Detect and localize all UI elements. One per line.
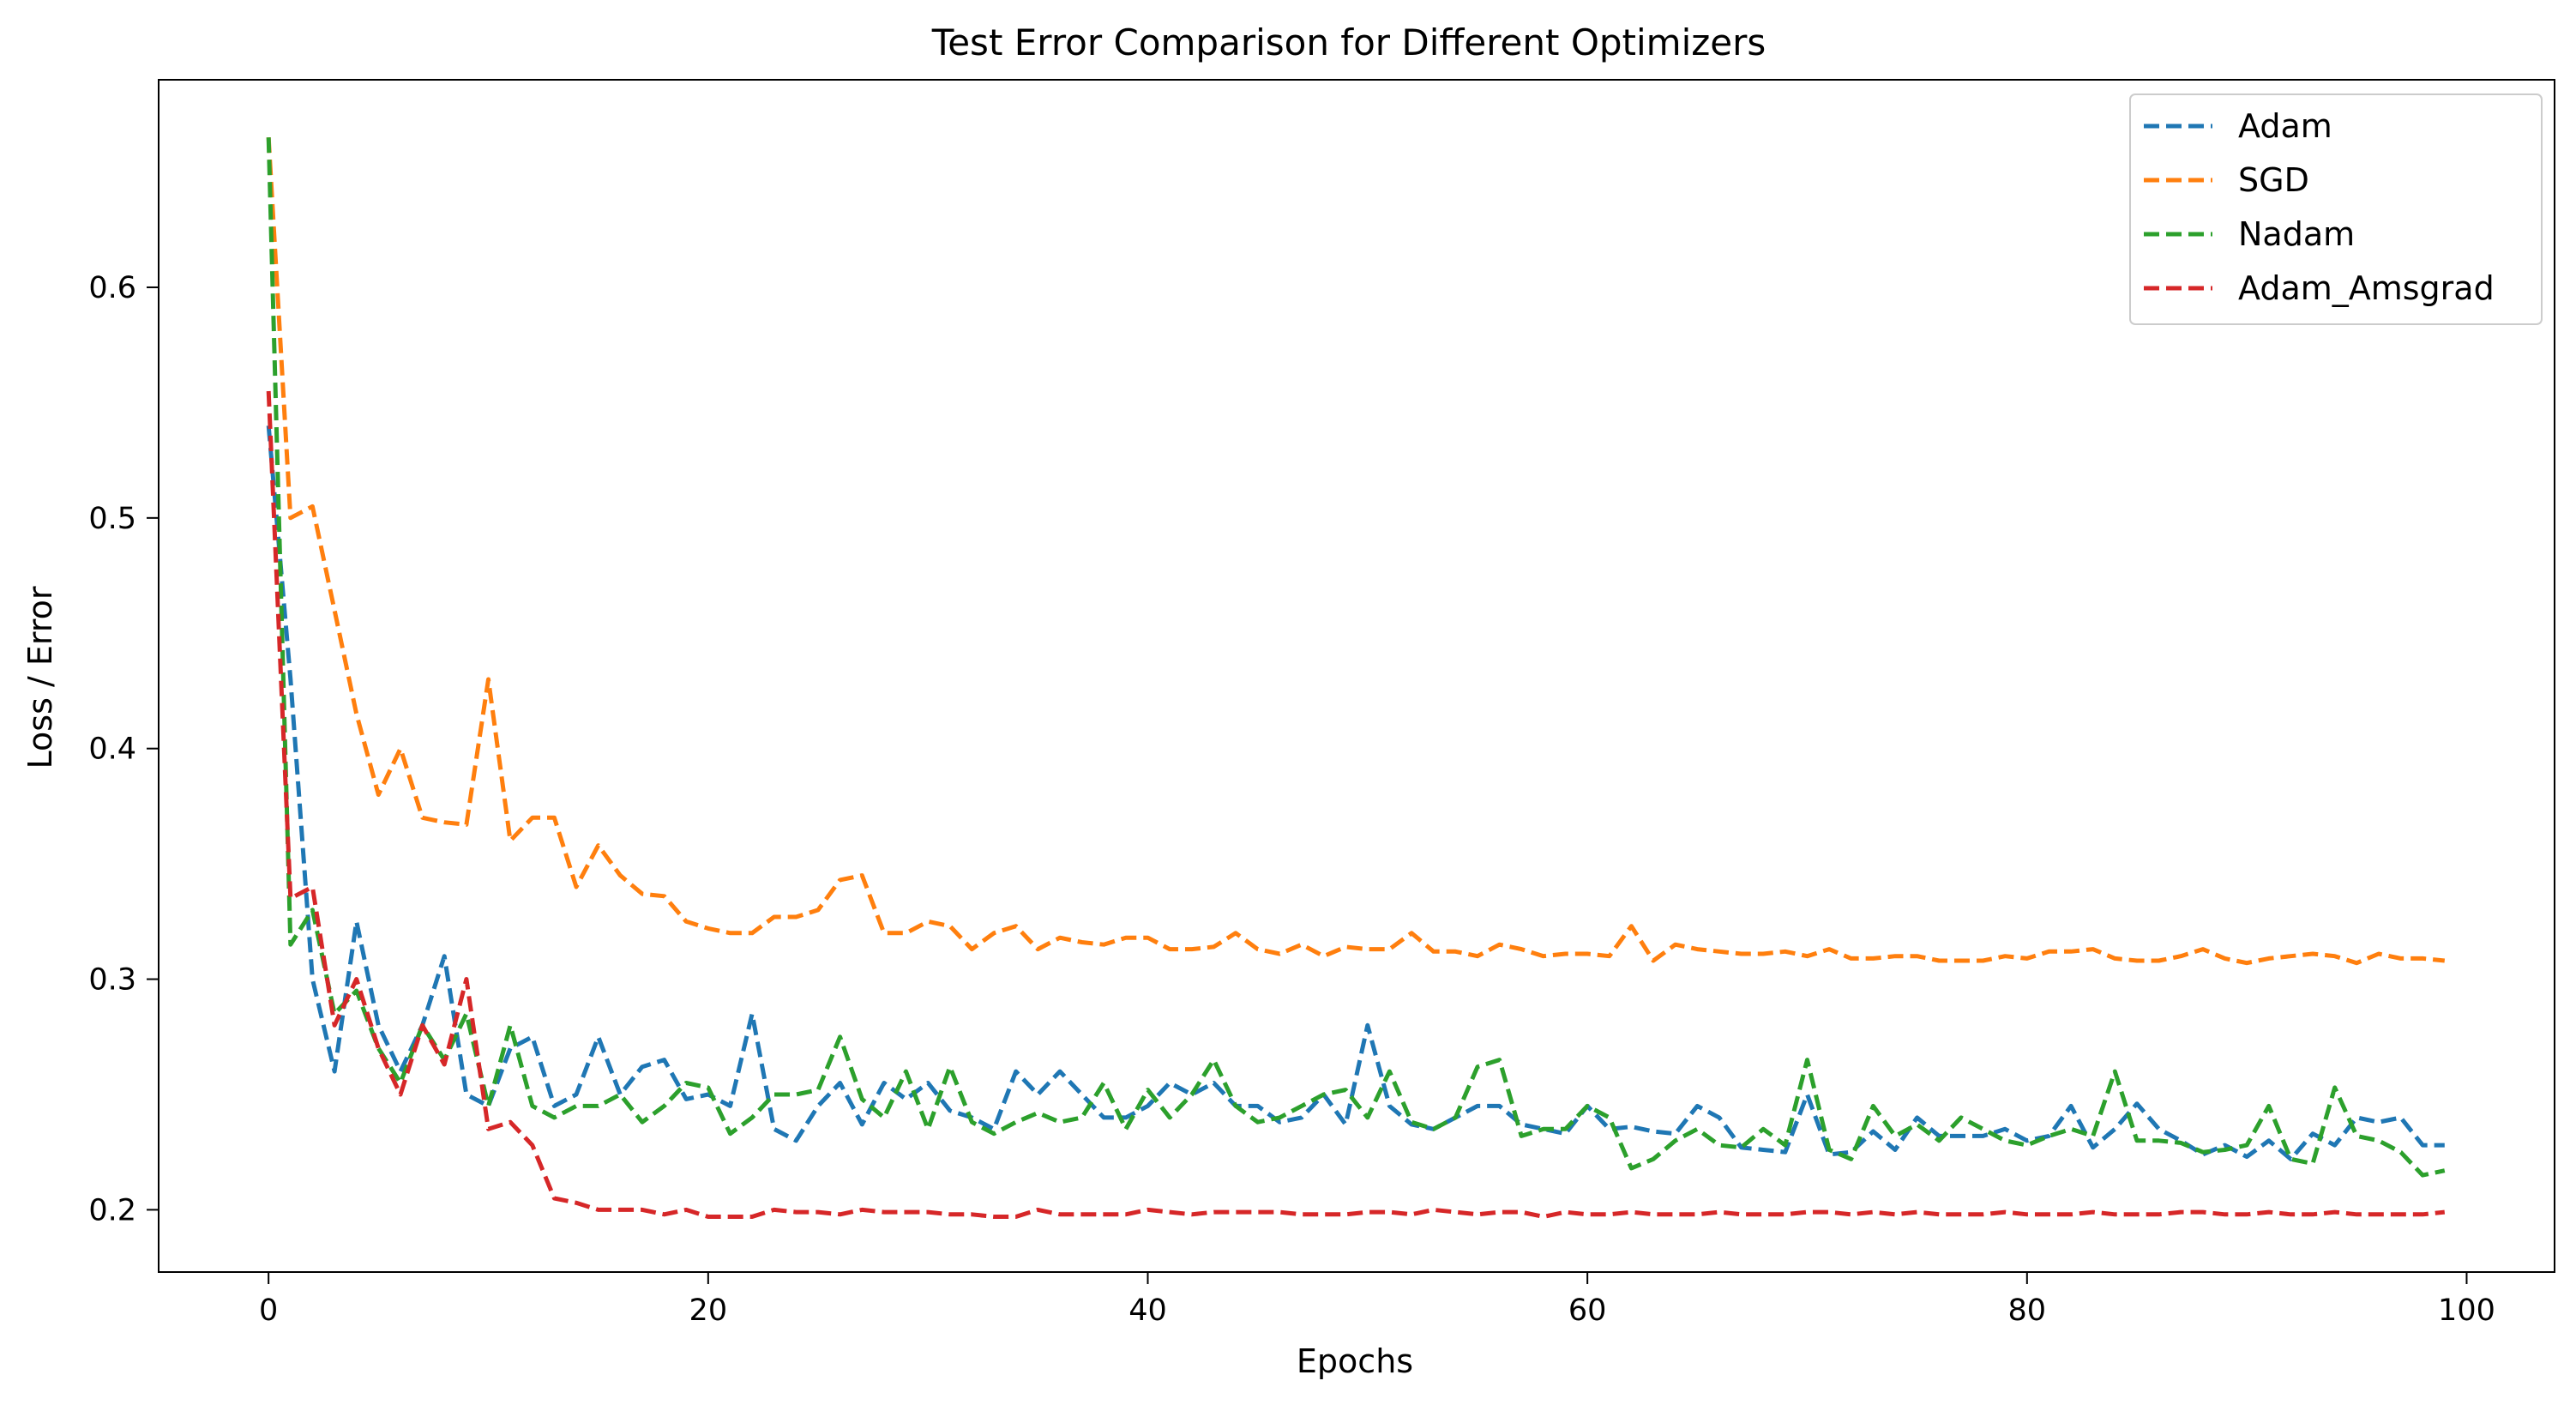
y-tick-label: 0.6 bbox=[88, 271, 136, 305]
legend: Adam SGD Nadam Adam_Amsgrad bbox=[2129, 93, 2543, 325]
plot-frame bbox=[158, 79, 2555, 1273]
series-layer bbox=[266, 137, 2446, 1219]
x-tick-label: 20 bbox=[689, 1293, 728, 1328]
x-axis-label: Epochs bbox=[1297, 1342, 1413, 1380]
x-tick-label: 40 bbox=[1129, 1293, 1167, 1328]
y-tick-label: 0.4 bbox=[88, 733, 136, 767]
x-tick-label: 80 bbox=[2008, 1293, 2047, 1328]
y-axis-label: Loss / Error bbox=[21, 586, 59, 769]
legend-label-adam_amsgrad: Adam_Amsgrad bbox=[2238, 269, 2495, 307]
series-line-adam_amsgrad bbox=[266, 390, 2446, 1219]
y-tick-label: 0.3 bbox=[88, 963, 136, 998]
series-line-nadam bbox=[266, 137, 2446, 1178]
y-tick-label: 0.5 bbox=[88, 502, 136, 536]
series-line-adam bbox=[266, 425, 2445, 1161]
x-tick-label: 60 bbox=[1568, 1293, 1607, 1328]
y-tick-label: 0.2 bbox=[88, 1193, 136, 1227]
x-tick-label: 100 bbox=[2438, 1293, 2495, 1328]
legend-label-sgd: SGD bbox=[2238, 161, 2309, 199]
series-line-sgd bbox=[266, 137, 2446, 966]
chart-title: Test Error Comparison for Different Opti… bbox=[931, 21, 1766, 63]
y-axis-ticks: 0.2 0.3 0.4 0.5 0.6 bbox=[88, 271, 159, 1227]
x-axis-ticks: 0 20 40 60 80 100 bbox=[259, 1272, 2495, 1328]
legend-label-nadam: Nadam bbox=[2238, 215, 2355, 253]
legend-box bbox=[2129, 93, 2543, 325]
x-tick-label: 0 bbox=[259, 1293, 278, 1328]
legend-label-adam: Adam bbox=[2238, 107, 2332, 145]
